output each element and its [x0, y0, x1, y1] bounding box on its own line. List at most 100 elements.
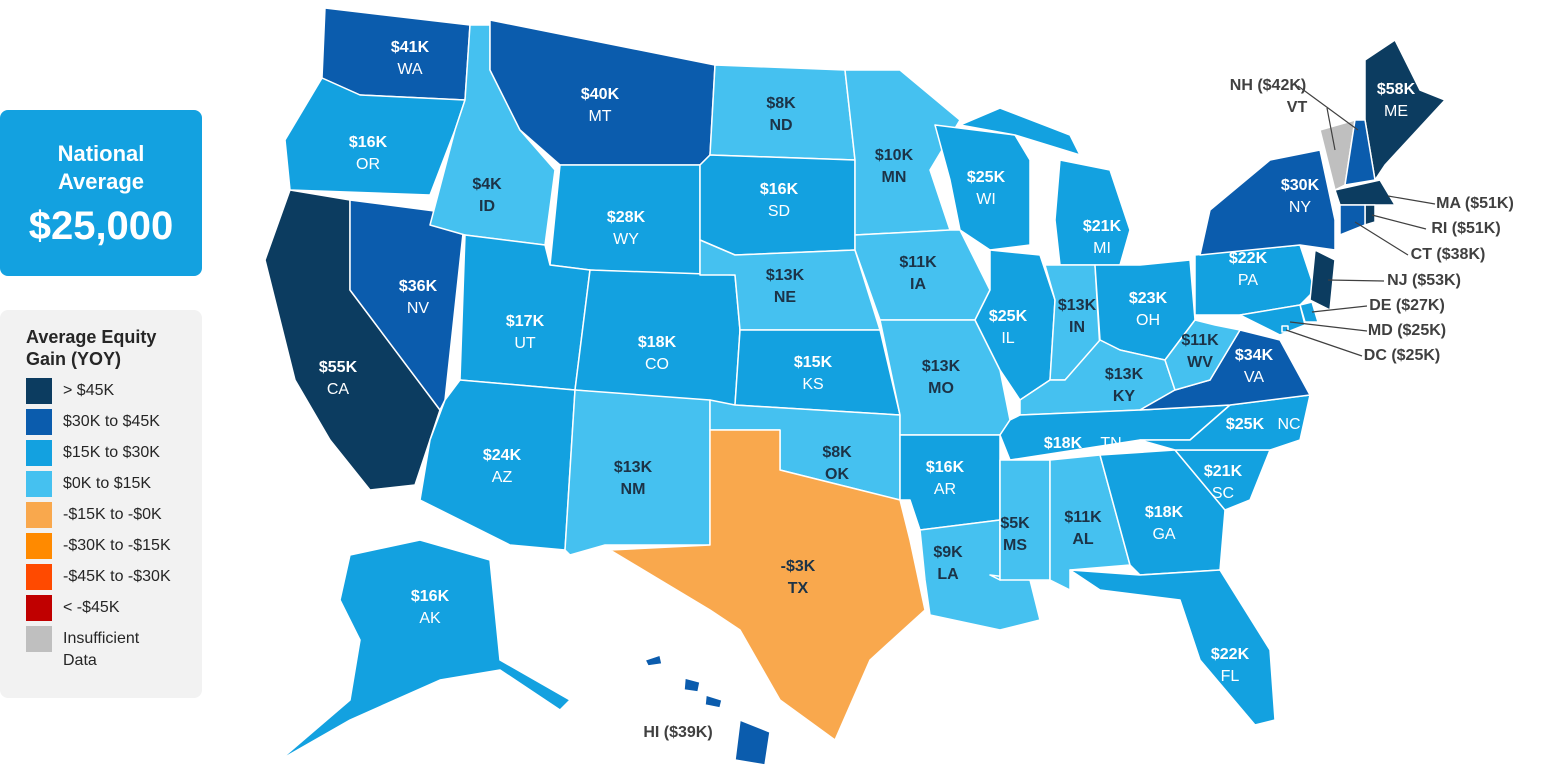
state-shape [644, 654, 663, 667]
state-shape [1281, 325, 1289, 333]
state-shape [844, 69, 961, 236]
state-value-label: $30K [1281, 177, 1320, 194]
state-value-label: $41K [391, 39, 430, 56]
state-abbr: MT [588, 108, 611, 125]
state-value-label: $28K [607, 209, 646, 226]
state-value-label: $13K [614, 459, 653, 476]
state-shape [1069, 569, 1276, 726]
leader-line [1354, 221, 1409, 256]
state-abbr: CA [327, 381, 350, 398]
state-abbr: AZ [492, 469, 513, 486]
state-value-label: $21K [1083, 218, 1122, 235]
leader-line [1311, 305, 1368, 313]
state-label: RI ($51K) [1431, 220, 1500, 237]
state-value-label: $34K [1235, 347, 1274, 364]
state-abbr: MS [1003, 537, 1027, 554]
state-value-label: $15K [794, 354, 833, 371]
state-abbr: TX [788, 580, 809, 597]
legend: Average Equity Gain (YOY) > $45K $30K to … [0, 310, 202, 698]
state-shape [1139, 394, 1311, 451]
state-value-label: $13K [1058, 297, 1097, 314]
state-abbr: OK [825, 466, 849, 483]
state-abbr: ID [479, 198, 495, 215]
legend-label: -$45K to -$30K [63, 568, 171, 585]
state-label: NH ($42K) [1230, 77, 1306, 94]
state-shape [959, 107, 1081, 156]
legend-swatch [26, 471, 52, 497]
state-shape [704, 694, 723, 709]
state-abbr: NE [774, 289, 797, 306]
state-abbr: AK [419, 610, 441, 627]
legend-label: < -$45K [63, 599, 120, 616]
legend-title: Average Equity Gain (YOY) [26, 327, 157, 369]
state-value-label: $23K [1129, 290, 1168, 307]
legend-item: $30K to $45K [26, 409, 202, 435]
state-abbr: FL [1221, 668, 1240, 685]
state-value-label: $16K [760, 181, 799, 198]
legend-swatch [26, 409, 52, 435]
state-shape [1344, 119, 1376, 186]
state-shape [854, 229, 991, 321]
state-value-label: $25K [967, 169, 1006, 186]
national-average-box: National Average $25,000 [0, 110, 202, 276]
national-average-title: National Average [57, 141, 145, 194]
state-label: DC ($25K) [1364, 347, 1440, 364]
state-value-label: $11K [1064, 509, 1102, 526]
legend-swatch [26, 595, 52, 621]
state-shape [1164, 319, 1241, 391]
state-label: CT ($38K) [1411, 246, 1486, 263]
state-abbr: NY [1289, 199, 1312, 216]
leader-line [1289, 321, 1368, 332]
state-shape [683, 677, 701, 693]
legend-item: -$30K to -$15K [26, 533, 202, 559]
legend-swatch [26, 502, 52, 528]
state-shape [1334, 179, 1396, 206]
state-abbr: MN [882, 169, 907, 186]
state-label: VT [1287, 99, 1308, 116]
legend-label: $30K to $45K [63, 413, 160, 430]
state-abbr: IA [910, 276, 926, 293]
state-value-label: $5K [1000, 515, 1030, 532]
state-abbr: SD [768, 203, 790, 220]
state-abbr: KS [802, 376, 823, 393]
state-abbr: ND [769, 117, 792, 134]
state-value-label: -$3K [781, 558, 816, 575]
state-value-label: $18K [1044, 435, 1083, 452]
state-label: MA ($51K) [1436, 195, 1514, 212]
state-value-label: $25K [989, 308, 1028, 325]
state-abbr: LA [937, 566, 959, 583]
legend-swatch [26, 533, 52, 559]
legend-label: > $45K [63, 382, 115, 399]
leader-line [1327, 279, 1385, 282]
state-label: MD ($25K) [1368, 322, 1446, 339]
legend-item: -$45K to -$30K [26, 564, 202, 590]
state-value-label: $8K [766, 95, 796, 112]
state-abbr: WI [976, 191, 996, 208]
state-shape [734, 329, 901, 416]
state-abbr: GA [1152, 526, 1175, 543]
state-abbr: TN [1100, 435, 1121, 452]
leader-line [1371, 214, 1427, 230]
state-value-label: $8K [822, 444, 852, 461]
state-value-label: $22K [1229, 250, 1268, 267]
state-abbr: IN [1069, 319, 1085, 336]
state-value-label: $16K [411, 588, 450, 605]
state-abbr: WA [397, 61, 423, 78]
state-shape [609, 429, 926, 741]
state-abbr: OH [1136, 312, 1160, 329]
legend-item: -$15K to -$0K [26, 502, 202, 528]
state-abbr: NV [407, 300, 430, 317]
state-abbr: NC [1277, 416, 1300, 433]
state-abbr: NM [621, 481, 646, 498]
state-shape [419, 379, 576, 551]
state-value-label: $55K [319, 359, 358, 376]
state-label: NJ ($53K) [1387, 272, 1461, 289]
state-value-label: $4K [472, 176, 502, 193]
state-shape [734, 719, 771, 766]
state-value-label: $25K [1226, 416, 1265, 433]
legend-item: > $45K [26, 378, 202, 404]
state-shape [709, 64, 856, 161]
state-abbr: VA [1244, 369, 1264, 386]
